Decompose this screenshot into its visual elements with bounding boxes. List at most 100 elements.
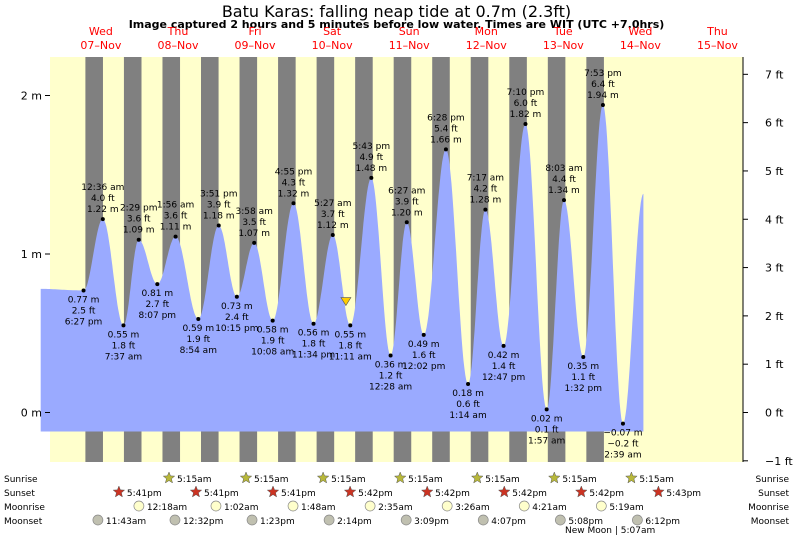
tide-ft-label: 4.9 ft bbox=[359, 153, 383, 163]
low-tide-point bbox=[155, 282, 160, 287]
moonset-icon bbox=[246, 514, 258, 526]
moonrise-time: 12:18am bbox=[147, 503, 187, 513]
day-label-date: 07–Nov bbox=[80, 39, 121, 52]
y-right-tick-label: 5 ft bbox=[765, 165, 784, 178]
low-tide-point bbox=[196, 316, 201, 321]
tide-m-label: 1.12 m bbox=[317, 221, 349, 231]
moonrise-time: 2:35am bbox=[378, 503, 413, 513]
high-tide-point bbox=[173, 234, 178, 239]
y-right-tick-label: −1 ft bbox=[765, 455, 793, 468]
tide-time-label: 2:39 am bbox=[604, 451, 641, 461]
tide-m-label: 0.77 m bbox=[68, 295, 100, 305]
tide-m-label: 1.09 m bbox=[123, 226, 155, 236]
y-right-tick-label: 4 ft bbox=[765, 213, 784, 226]
moonrise-time: 4:21am bbox=[532, 503, 567, 513]
row-label-moonrise-left: Moonrise bbox=[4, 503, 45, 513]
tide-time-label: 5:27 am bbox=[314, 199, 351, 209]
sunset-icon bbox=[497, 485, 511, 498]
sunset-time: 5:41pm bbox=[127, 489, 162, 499]
low-tide-point bbox=[234, 294, 239, 299]
moonrise-time: 5:19am bbox=[609, 503, 644, 513]
y-left-tick-label: 1 m bbox=[21, 248, 42, 261]
tide-ft-label: 2.5 ft bbox=[72, 306, 96, 316]
tide-time-label: 1:56 am bbox=[157, 201, 194, 211]
high-tide-point bbox=[100, 217, 105, 222]
tide-ft-label: 1.9 ft bbox=[186, 335, 210, 345]
moonset-icon bbox=[632, 514, 643, 526]
day-label-dow: Tue bbox=[553, 25, 573, 38]
tide-time-label: 12:28 am bbox=[369, 382, 412, 392]
tide-ft-label: 3.7 ft bbox=[321, 210, 345, 220]
chart-title: Batu Karas: falling neap tide at 0.7m (2… bbox=[221, 2, 572, 21]
tide-ft-label: 1.1 ft bbox=[571, 373, 595, 383]
sunset-time: 5:42pm bbox=[589, 489, 624, 499]
day-label-dow: Mon bbox=[475, 25, 498, 38]
low-tide-point bbox=[620, 421, 625, 426]
tide-ft-label: 1.8 ft bbox=[302, 340, 326, 350]
sunset-time: 5:41pm bbox=[281, 489, 316, 499]
tide-ft-label: 3.5 ft bbox=[242, 218, 266, 228]
tide-time-label: 4:55 pm bbox=[275, 167, 313, 177]
moonset-time: 2:14pm bbox=[337, 517, 372, 527]
tide-ft-label: 1.4 ft bbox=[492, 362, 516, 372]
tide-ft-label: 3.6 ft bbox=[127, 215, 151, 225]
tide-time-label: 6:28 pm bbox=[427, 113, 465, 123]
moonrise-icon bbox=[287, 500, 299, 512]
sunrise-time: 5:15am bbox=[562, 475, 597, 485]
tide-ft-label: 3.9 ft bbox=[207, 200, 231, 210]
moonset-time: 4:07pm bbox=[491, 517, 526, 527]
sunset-icon bbox=[652, 485, 665, 498]
moonset-icon bbox=[92, 514, 104, 526]
day-label-dow: Wed bbox=[89, 25, 113, 38]
y-right-tick-label: 2 ft bbox=[765, 310, 784, 323]
moonrise-icon bbox=[518, 500, 530, 512]
tide-m-label: −0.07 m bbox=[603, 429, 642, 439]
moonset-time: 5:08pm bbox=[568, 517, 603, 527]
tide-ft-label: 6.4 ft bbox=[591, 80, 615, 90]
sunrise-icon bbox=[547, 471, 561, 484]
sunset-time: 5:42pm bbox=[512, 489, 547, 499]
low-tide-point bbox=[581, 355, 586, 360]
moonrise-time: 1:48am bbox=[301, 503, 336, 513]
tide-time-label: 8:54 am bbox=[180, 346, 217, 356]
tide-ft-label: 3.9 ft bbox=[395, 197, 419, 207]
tide-ft-label: 6.0 ft bbox=[514, 99, 538, 109]
tide-time-label: 7:10 pm bbox=[507, 88, 545, 98]
tide-m-label: 1.07 m bbox=[238, 229, 270, 239]
row-label-moonset-right: Moonset bbox=[751, 517, 790, 527]
sunrise-icon bbox=[625, 471, 638, 484]
sunrise-time: 5:15am bbox=[331, 475, 366, 485]
sunset-icon bbox=[112, 485, 126, 498]
y-right-tick-label: 0 ft bbox=[765, 407, 784, 420]
tide-m-label: 1.94 m bbox=[587, 91, 619, 101]
tide-ft-label: 0.6 ft bbox=[456, 400, 480, 410]
tide-area bbox=[40, 105, 644, 432]
tide-ft-label: 1.8 ft bbox=[112, 341, 136, 351]
tide-m-label: 0.35 m bbox=[567, 362, 599, 372]
tide-m-label: 0.55 m bbox=[108, 330, 140, 340]
high-tide-point bbox=[483, 207, 488, 212]
tide-time-label: 7:53 pm bbox=[584, 69, 622, 79]
new-moon-label: New Moon | 5:07am bbox=[565, 526, 655, 536]
day-label-dow: Thu bbox=[706, 25, 728, 38]
tide-m-label: 1.34 m bbox=[548, 186, 580, 196]
y-right-tick-label: 7 ft bbox=[765, 68, 784, 81]
sunset-time: 5:42pm bbox=[435, 489, 470, 499]
tide-time-label: 8:03 am bbox=[545, 164, 582, 174]
sunrise-time: 5:15am bbox=[177, 475, 212, 485]
day-label-date: 11–Nov bbox=[389, 39, 430, 52]
tide-m-label: 0.49 m bbox=[408, 340, 440, 350]
tide-time-label: 8:07 pm bbox=[139, 311, 177, 321]
tide-time-label: 11:11 am bbox=[329, 352, 372, 362]
high-tide-point bbox=[136, 237, 141, 242]
high-tide-point bbox=[330, 232, 335, 237]
tide-time-label: 7:17 am bbox=[467, 174, 504, 184]
sunrise-icon bbox=[393, 471, 407, 484]
low-tide-point bbox=[421, 332, 426, 337]
tide-m-label: 1.48 m bbox=[355, 164, 387, 174]
sunset-time: 5:41pm bbox=[204, 489, 239, 499]
high-tide-point bbox=[291, 201, 296, 206]
tide-m-label: 0.58 m bbox=[257, 326, 289, 336]
y-right-tick-label: 6 ft bbox=[765, 117, 784, 130]
tide-m-label: 1.22 m bbox=[87, 205, 119, 215]
